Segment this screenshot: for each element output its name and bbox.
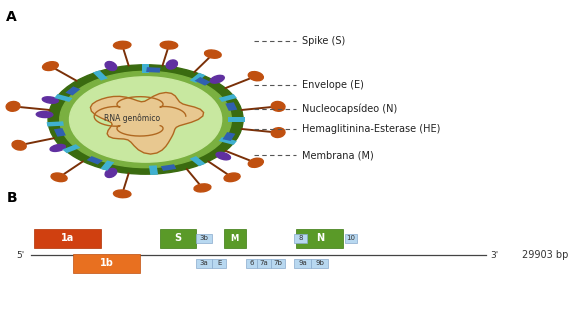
- Bar: [296, 229, 343, 248]
- Text: A: A: [6, 10, 17, 24]
- Bar: [294, 259, 311, 268]
- Text: 7a: 7a: [260, 260, 268, 266]
- Text: 3': 3': [490, 251, 498, 260]
- Text: 6: 6: [249, 260, 253, 266]
- Bar: [196, 259, 213, 268]
- FancyBboxPatch shape: [222, 132, 236, 141]
- Text: E: E: [217, 260, 222, 266]
- Ellipse shape: [210, 75, 224, 83]
- Ellipse shape: [51, 173, 67, 181]
- Ellipse shape: [6, 101, 20, 111]
- Bar: [223, 229, 246, 248]
- Circle shape: [48, 65, 243, 174]
- Text: Nucleocapsídeo (N): Nucleocapsídeo (N): [302, 103, 397, 114]
- Circle shape: [60, 71, 232, 168]
- Text: Hemaglitinina-Esterase (HE): Hemaglitinina-Esterase (HE): [302, 124, 440, 134]
- Polygon shape: [90, 93, 203, 154]
- Ellipse shape: [42, 97, 58, 103]
- Ellipse shape: [194, 184, 211, 192]
- Text: 1a: 1a: [61, 233, 74, 243]
- Text: 29903 bp: 29903 bp: [522, 251, 568, 261]
- FancyBboxPatch shape: [47, 121, 64, 127]
- Text: 1b: 1b: [100, 258, 113, 268]
- Bar: [213, 259, 226, 268]
- Ellipse shape: [248, 158, 263, 167]
- Ellipse shape: [36, 111, 53, 117]
- FancyBboxPatch shape: [142, 64, 150, 73]
- Ellipse shape: [160, 41, 177, 49]
- Text: B: B: [6, 192, 17, 205]
- Text: M: M: [230, 234, 239, 243]
- FancyBboxPatch shape: [54, 128, 66, 137]
- FancyBboxPatch shape: [219, 137, 237, 145]
- FancyBboxPatch shape: [225, 102, 237, 111]
- FancyBboxPatch shape: [100, 160, 114, 171]
- Text: Membrana (M): Membrana (M): [302, 150, 373, 160]
- Text: 9a: 9a: [298, 260, 307, 266]
- Ellipse shape: [271, 101, 285, 111]
- Text: Envelope (E): Envelope (E): [302, 80, 363, 90]
- Ellipse shape: [105, 169, 117, 177]
- Bar: [345, 234, 357, 243]
- Bar: [246, 259, 257, 268]
- Text: 5': 5': [16, 251, 25, 260]
- Text: 9b: 9b: [315, 260, 324, 266]
- Bar: [34, 229, 101, 248]
- Text: S: S: [174, 233, 181, 243]
- Bar: [294, 234, 306, 243]
- FancyBboxPatch shape: [86, 156, 103, 165]
- FancyBboxPatch shape: [146, 67, 161, 73]
- FancyBboxPatch shape: [66, 86, 81, 95]
- Bar: [160, 229, 196, 248]
- Bar: [271, 259, 285, 268]
- Text: Spike (S): Spike (S): [302, 36, 345, 46]
- Text: 7b: 7b: [274, 260, 282, 266]
- Ellipse shape: [113, 41, 131, 49]
- FancyBboxPatch shape: [62, 144, 80, 153]
- FancyBboxPatch shape: [93, 70, 108, 81]
- Text: 8: 8: [298, 235, 303, 241]
- Bar: [73, 254, 140, 273]
- Circle shape: [70, 77, 222, 162]
- Bar: [257, 259, 271, 268]
- Text: 3b: 3b: [200, 235, 209, 241]
- Ellipse shape: [105, 62, 117, 71]
- FancyBboxPatch shape: [190, 73, 206, 83]
- FancyBboxPatch shape: [228, 117, 245, 122]
- Ellipse shape: [224, 173, 240, 181]
- Bar: [311, 259, 328, 268]
- Ellipse shape: [43, 62, 58, 71]
- FancyBboxPatch shape: [219, 94, 237, 102]
- FancyBboxPatch shape: [149, 165, 158, 175]
- Ellipse shape: [50, 144, 66, 151]
- FancyBboxPatch shape: [190, 156, 206, 166]
- Ellipse shape: [204, 50, 221, 58]
- FancyBboxPatch shape: [161, 164, 176, 171]
- Bar: [196, 234, 213, 243]
- Ellipse shape: [113, 190, 131, 198]
- Ellipse shape: [166, 60, 177, 69]
- Ellipse shape: [248, 72, 263, 81]
- Text: N: N: [316, 233, 324, 243]
- FancyBboxPatch shape: [195, 77, 211, 86]
- Ellipse shape: [271, 128, 285, 138]
- Text: 10: 10: [347, 235, 356, 241]
- Ellipse shape: [216, 152, 230, 160]
- Ellipse shape: [12, 140, 26, 150]
- Text: RNA genômico: RNA genômico: [104, 113, 160, 123]
- FancyBboxPatch shape: [54, 94, 73, 102]
- Text: 3a: 3a: [200, 260, 209, 266]
